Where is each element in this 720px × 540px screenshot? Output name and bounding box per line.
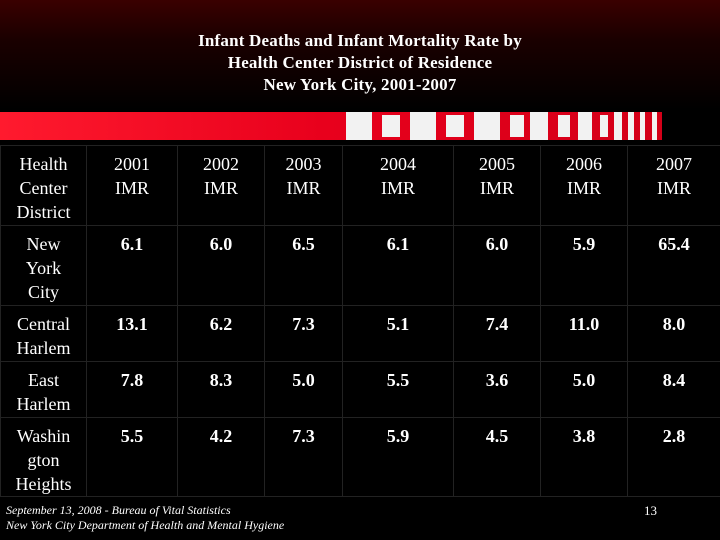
table-cell: 5.5 <box>86 417 178 497</box>
table-cell: 5.1 <box>342 305 454 362</box>
page-number: 13 <box>644 503 657 518</box>
row-name-text: Washin <box>16 426 71 446</box>
header-metric: IMR <box>286 178 321 198</box>
title-line-3: New York City, 2001-2007 <box>263 75 457 94</box>
header-2001: 2001 IMR <box>86 145 178 226</box>
header-2002: 2002 IMR <box>177 145 265 226</box>
header-district: Health Center District <box>0 145 87 226</box>
source-footer: September 13, 2008 - Bureau of Vital Sta… <box>6 503 284 533</box>
header-metric: IMR <box>203 178 238 198</box>
title-line-2: Health Center District of Residence <box>227 53 493 72</box>
table-cell: 65.4 <box>627 225 720 306</box>
header-2007: 2007 IMR <box>627 145 720 226</box>
footer-line-2: New York City Department of Health and M… <box>6 518 285 532</box>
row-name-text: Harlem <box>16 338 71 358</box>
slide-title: Infant Deaths and Infant Mortality Rate … <box>0 30 720 96</box>
row-name-text: gton <box>27 450 60 470</box>
imr-table: Health Center District 2001 IMR 2002 IMR 2… <box>0 145 720 497</box>
header-metric: IMR <box>114 178 149 198</box>
header-text: Center <box>19 178 68 198</box>
stripe-blocks <box>346 112 657 140</box>
row-name-text: New <box>26 234 61 254</box>
table-cell: 6.1 <box>86 225 178 306</box>
header-text: District <box>16 202 71 222</box>
header-metric: IMR <box>656 178 691 198</box>
table-cell: 3.6 <box>453 361 541 418</box>
table-cell: 6.0 <box>453 225 541 306</box>
table-row: East Harlem 7.8 8.3 5.0 5.5 3.6 5.0 8.4 <box>0 361 720 418</box>
header-2004: 2004 IMR <box>342 145 454 226</box>
table-cell: 6.0 <box>177 225 265 306</box>
decorative-stripe <box>0 112 720 140</box>
row-name-text: Heights <box>15 474 72 494</box>
table-cell: 7.8 <box>86 361 178 418</box>
header-year: 2002 <box>203 154 239 174</box>
row-name-washington-heights: Washin gton Heights <box>0 417 87 497</box>
header-metric: IMR <box>380 178 415 198</box>
stripe-end <box>662 112 720 140</box>
header-2006: 2006 IMR <box>540 145 628 226</box>
title-line-1: Infant Deaths and Infant Mortality Rate … <box>198 31 522 50</box>
header-year: 2006 <box>566 154 602 174</box>
row-name-text: City <box>27 282 59 302</box>
header-year: 2005 <box>479 154 515 174</box>
table-cell: 5.0 <box>264 361 343 418</box>
header-2005: 2005 IMR <box>453 145 541 226</box>
table-row: New York City 6.1 6.0 6.5 6.1 6.0 5.9 65… <box>0 225 720 306</box>
table-row: Central Harlem 13.1 6.2 7.3 5.1 7.4 11.0… <box>0 305 720 362</box>
header-metric: IMR <box>566 178 601 198</box>
table-cell: 7.4 <box>453 305 541 362</box>
table-cell: 4.5 <box>453 417 541 497</box>
header-year: 2007 <box>656 154 692 174</box>
header-year: 2001 <box>114 154 150 174</box>
table-cell: 2.8 <box>627 417 720 497</box>
row-name-new-york-city: New York City <box>0 225 87 306</box>
table-cell: 6.5 <box>264 225 343 306</box>
table-cell: 8.3 <box>177 361 265 418</box>
table-row: Washin gton Heights 5.5 4.2 7.3 5.9 4.5 … <box>0 417 720 497</box>
table-cell: 11.0 <box>540 305 628 362</box>
table-cell: 6.1 <box>342 225 454 306</box>
row-name-text: Harlem <box>16 394 71 414</box>
header-year: 2003 <box>285 154 322 174</box>
table-cell: 4.2 <box>177 417 265 497</box>
header-2003: 2003 IMR <box>264 145 343 226</box>
header-metric: IMR <box>479 178 514 198</box>
row-name-east-harlem: East Harlem <box>0 361 87 418</box>
row-name-text: York <box>25 258 62 278</box>
table-cell: 5.9 <box>342 417 454 497</box>
table-cell: 8.0 <box>627 305 720 362</box>
table-header-row: Health Center District 2001 IMR 2002 IMR 2… <box>0 145 720 226</box>
table-cell: 13.1 <box>86 305 178 362</box>
header-text: Health <box>19 154 68 174</box>
row-name-text: East <box>28 370 59 390</box>
row-name-central-harlem: Central Harlem <box>0 305 87 362</box>
table-cell: 5.5 <box>342 361 454 418</box>
footer-line-1: September 13, 2008 - Bureau of Vital Sta… <box>6 503 231 517</box>
row-name-text: Central <box>17 314 70 334</box>
header-year: 2004 <box>380 154 416 174</box>
table-cell: 8.4 <box>627 361 720 418</box>
table-cell: 7.3 <box>264 305 343 362</box>
table-cell: 5.0 <box>540 361 628 418</box>
table-cell: 5.9 <box>540 225 628 306</box>
table-cell: 3.8 <box>540 417 628 497</box>
table-cell: 6.2 <box>177 305 265 362</box>
table-cell: 7.3 <box>264 417 343 497</box>
